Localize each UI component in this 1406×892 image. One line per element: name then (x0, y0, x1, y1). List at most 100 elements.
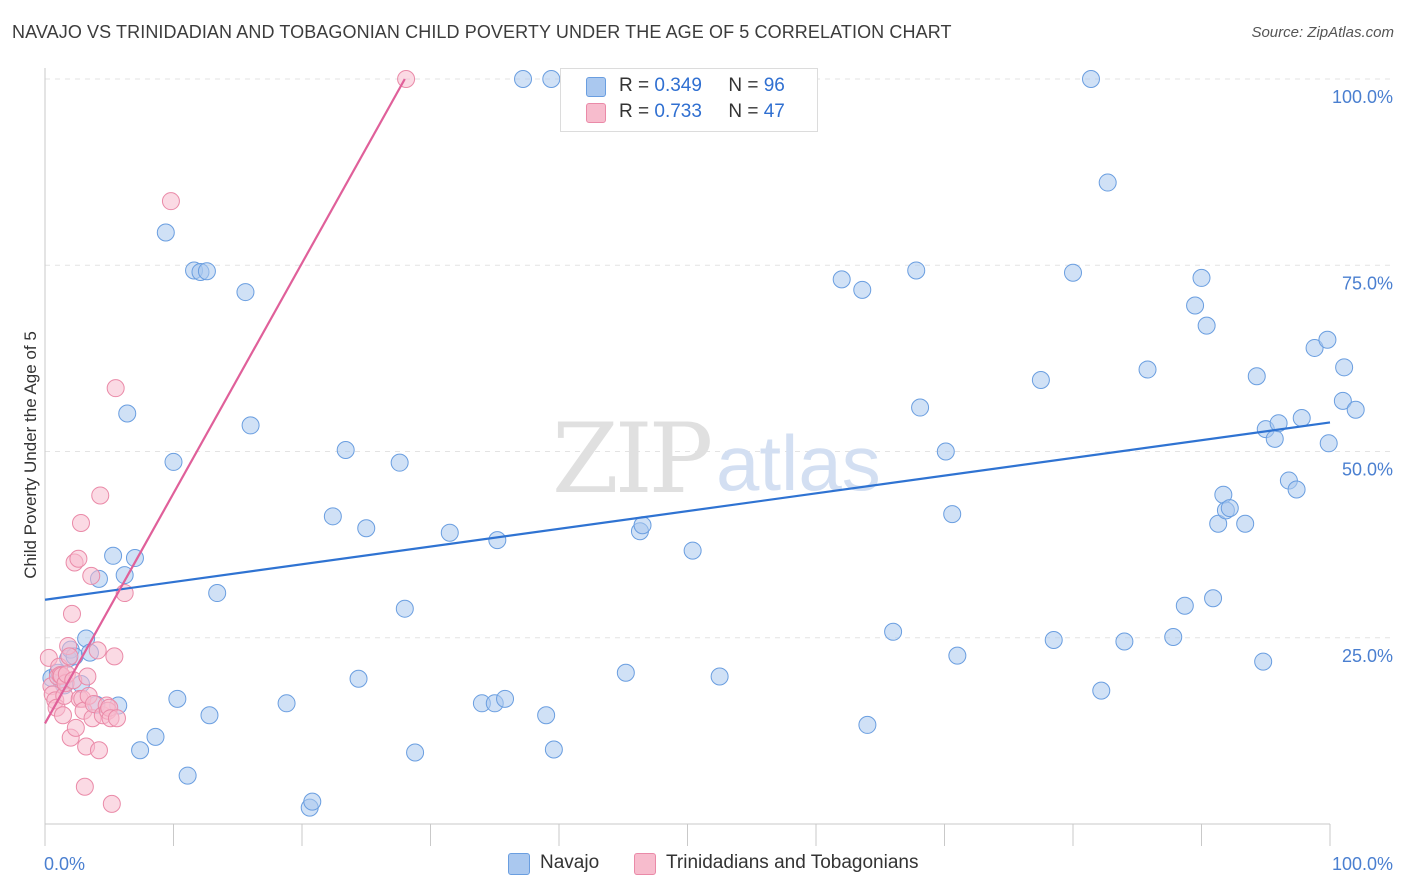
chart-title: NAVAJO VS TRINIDADIAN AND TOBAGONIAN CHI… (12, 22, 952, 42)
navajo-point (936, 442, 955, 461)
trinidadian-trend-line (44, 78, 406, 724)
trinidadian-point (62, 604, 81, 623)
navajo-point (542, 70, 561, 88)
trinidadian-point (88, 641, 107, 660)
navajo-point (1064, 263, 1082, 282)
navajo-point (1031, 370, 1050, 389)
navajo-point (200, 706, 219, 725)
trinidadian-point (89, 741, 108, 760)
navajo-point (1115, 632, 1134, 651)
navajo-point (514, 70, 533, 88)
trinidadian-point (60, 647, 79, 666)
navajo-point (118, 404, 137, 423)
trinidadian-point (107, 709, 126, 728)
navajo-point (858, 715, 877, 734)
navajo-point (710, 667, 729, 686)
trinidadian-legend-swatch (634, 853, 656, 875)
navajo-point (1098, 173, 1117, 192)
navajo-point (349, 669, 368, 688)
navajo-point (948, 646, 967, 665)
navajo-point (1247, 367, 1266, 386)
correlation-legend: R = 0.349 N = 96 R = 0.733 N = 47 (560, 68, 818, 132)
navajo-point (277, 694, 296, 713)
navajo-point (357, 519, 376, 538)
navajo-point (683, 541, 702, 560)
y-tick-label: 100.0% (1332, 87, 1393, 107)
trinidadian-point (102, 794, 121, 813)
trinidadian-point (53, 706, 72, 725)
navajo-point (884, 622, 903, 641)
watermark-zip: ZIP (552, 403, 711, 515)
navajo-point (616, 663, 635, 682)
trinidadian-point (161, 192, 180, 211)
navajo-point (1197, 316, 1216, 335)
trend-layer (44, 78, 1331, 724)
trinidadian-point (69, 549, 88, 568)
navajo-legend-swatch (508, 853, 530, 875)
legend-navajo-stats: R = 0.349 N = 96 (619, 75, 785, 97)
trinidadian-point (66, 718, 85, 737)
navajo-point (832, 270, 851, 289)
trinidadian-point (78, 667, 97, 686)
x-tick-label: 0.0% (44, 854, 85, 874)
navajo-point (1287, 480, 1306, 499)
axis-layer (44, 68, 1331, 846)
trinidadian-point (75, 777, 94, 796)
navajo-point (1175, 596, 1194, 615)
navajo-point (168, 689, 187, 708)
navajo-point (1220, 499, 1239, 518)
navajo-point (164, 452, 183, 471)
watermark: ZIP atlas (552, 403, 881, 515)
points-layer (39, 70, 1365, 817)
navajo-point (178, 766, 197, 785)
navajo-point (323, 507, 342, 526)
navajo-point (1164, 628, 1183, 647)
legend-trinidadian-stats: R = 0.733 N = 47 (619, 101, 785, 123)
navajo-point (104, 546, 123, 565)
n-value: 47 (763, 101, 785, 122)
navajo-swatch (586, 77, 606, 97)
trinidadian-point (91, 486, 110, 505)
tick-label-layer: 100.0% 75.0% 50.0% 25.0% 0.0% 100.0% (44, 87, 1393, 874)
navajo-point (1209, 514, 1228, 533)
r-label: R = (619, 75, 650, 96)
navajo-trend-line (44, 421, 1331, 601)
navajo-point (1081, 70, 1100, 88)
navajo-point (1305, 338, 1324, 357)
navajo-point (390, 453, 409, 472)
navajo-point (544, 740, 563, 759)
navajo-point (208, 584, 227, 603)
grid-layer (45, 78, 1392, 639)
navajo-point (1092, 681, 1111, 700)
navajo-point (1318, 330, 1337, 349)
navajo-point (236, 283, 255, 302)
legend-label-trinidadian: Trinidadians and Tobagonians (666, 852, 919, 873)
navajo-point (1346, 400, 1365, 419)
y-tick-label: 25.0% (1342, 646, 1393, 666)
navajo-point (1044, 630, 1063, 649)
navajo-point (496, 689, 515, 708)
chart-source: Source: ZipAtlas.com (1251, 24, 1394, 41)
navajo-point (1236, 514, 1255, 533)
navajo-point (1292, 408, 1311, 427)
trinidadian-swatch (586, 103, 606, 123)
navajo-point (241, 416, 260, 435)
navajo-point (440, 523, 459, 542)
trinidadian-point (71, 514, 90, 533)
navajo-point (1333, 391, 1352, 410)
navajo-point (131, 741, 150, 760)
navajo-point (1269, 414, 1288, 433)
navajo-point (853, 280, 872, 299)
x-tick-label: 100.0% (1332, 854, 1393, 874)
navajo-point (943, 505, 962, 524)
n-label: N = (728, 101, 759, 122)
navajo-point (1265, 429, 1284, 448)
navajo-point (197, 262, 216, 281)
navajo-point (1254, 652, 1273, 671)
n-value: 96 (763, 75, 785, 96)
trinidadian-point (106, 379, 125, 398)
navajo-point (303, 792, 322, 811)
trinidadian-point (105, 647, 124, 666)
n-label: N = (728, 75, 759, 96)
